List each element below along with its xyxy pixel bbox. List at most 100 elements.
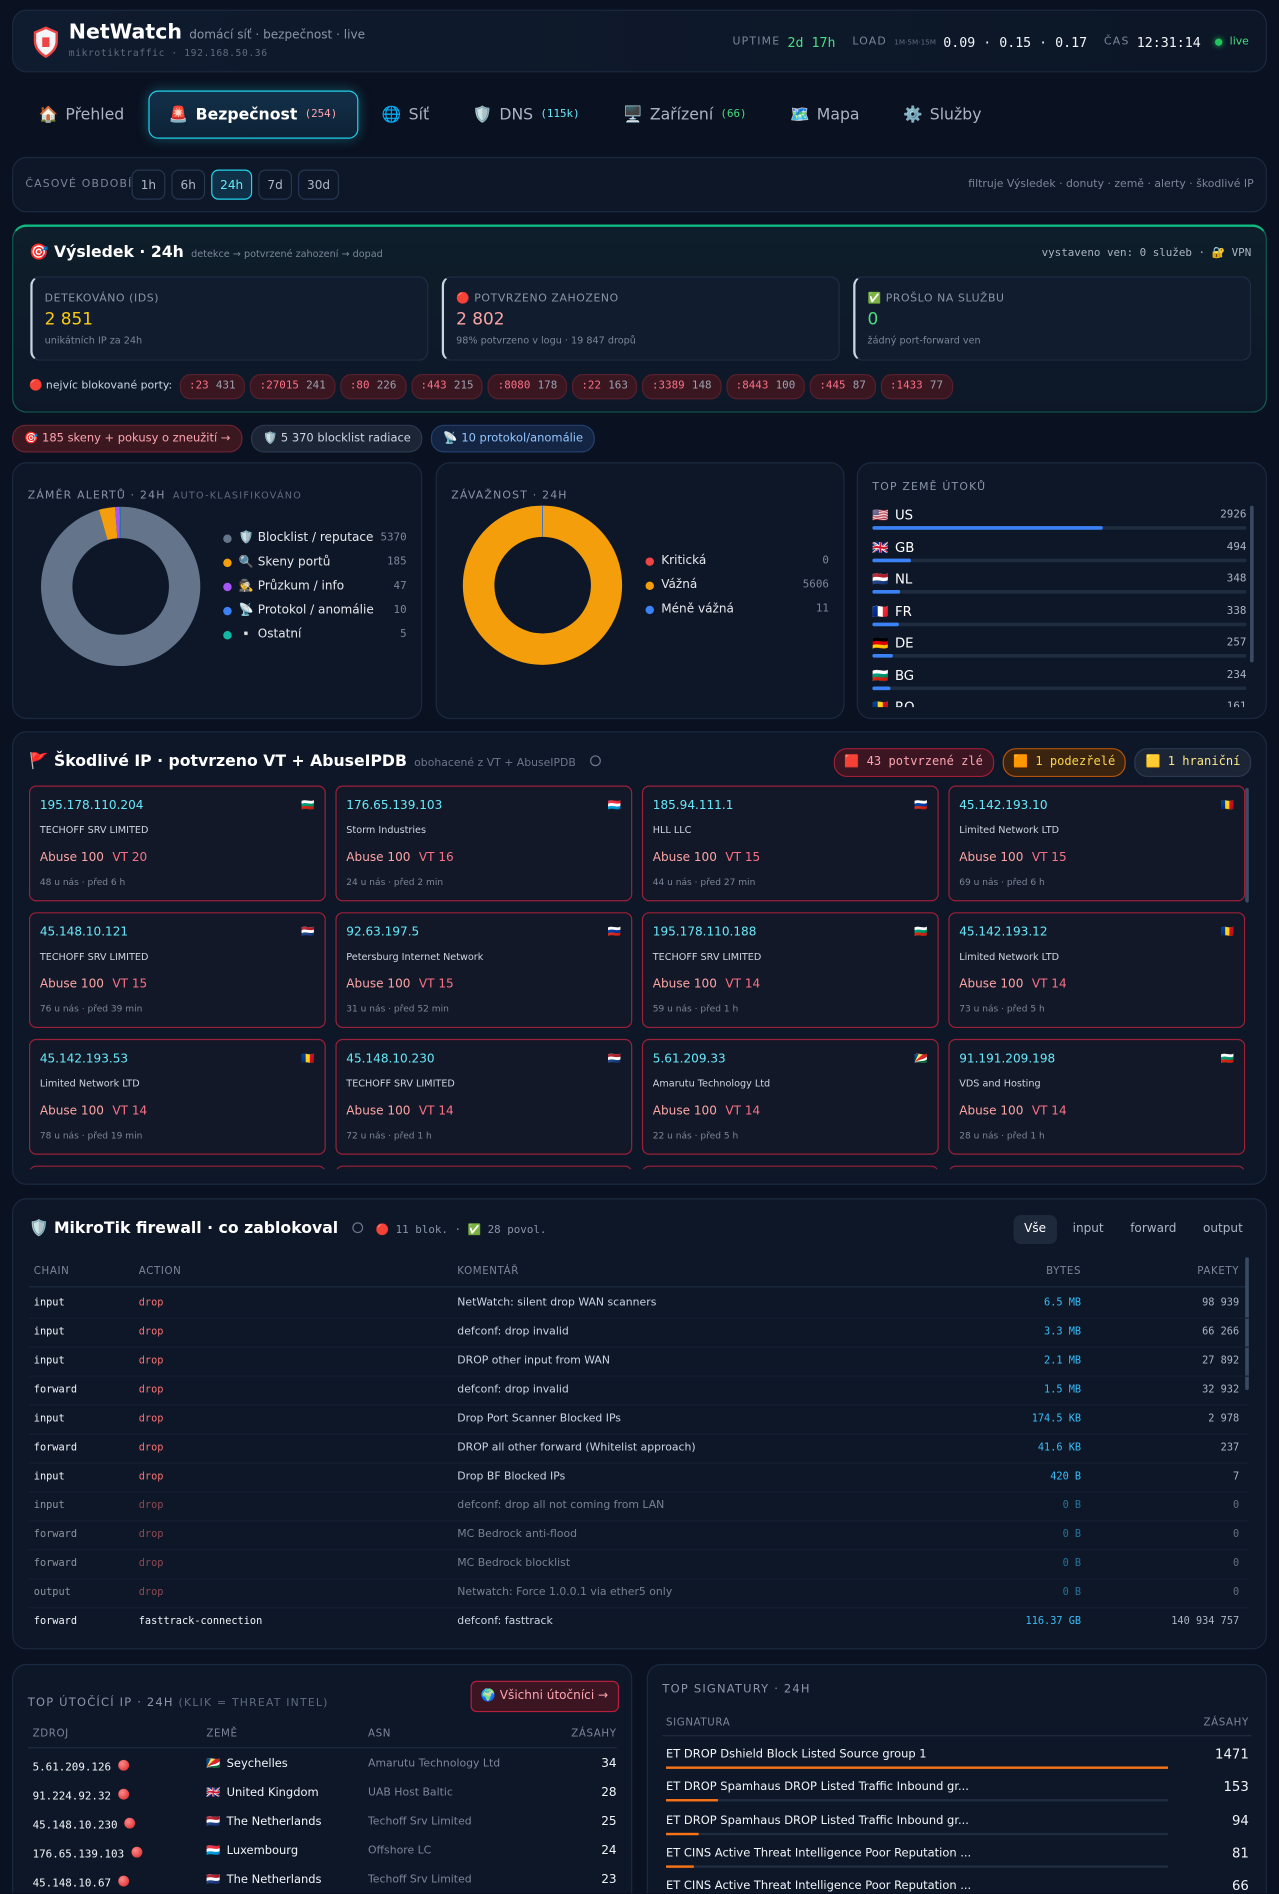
country-flag: 🇩🇪 <box>872 635 889 651</box>
comment: defconf: fasttrack <box>457 1615 553 1628</box>
ports-label: 🔴 nejvíc blokované porty: <box>28 380 173 393</box>
tab[interactable]: 🌐 Síť <box>363 90 449 138</box>
attacker-ip[interactable]: 176.65.139.103 <box>32 1849 125 1862</box>
period-option[interactable]: 6h <box>171 169 206 200</box>
chain: input <box>33 1355 65 1368</box>
ip-flag: 🇷🇴 <box>1220 799 1235 813</box>
chip[interactable]: 📡 10 protokol/anomálie <box>431 424 596 453</box>
signatures-panel: TOP SIGNATURY · 24H SIGNATURA ZÁSAHY ET DRO… <box>646 1663 1267 1894</box>
attacker-ip[interactable]: 45.148.10.230 <box>32 1820 118 1833</box>
tab-label: Zařízení <box>649 105 714 124</box>
countries-panel: TOP ZEMĚ ÚTOKŮ 🇺🇸 US 2926 🇬🇧 GB 494 🇳🇱 NL 348 🇫🇷 FR… <box>856 462 1267 720</box>
attacker-hits: 34 <box>601 1757 617 1771</box>
legend-value: 5606 <box>802 579 829 592</box>
country-flag: 🇺🇸 <box>872 507 889 524</box>
tab-badge: (254) <box>304 108 338 121</box>
action: drop <box>138 1528 164 1541</box>
comment: Drop BF Blocked IPs <box>457 1470 566 1483</box>
port-pill[interactable]: :23 431 <box>179 373 246 399</box>
chip[interactable]: 🛡️ 5 370 blocklist radiace <box>250 424 423 453</box>
ip-card[interactable]: 195.178.110.204 🇧🇬 TECHOFF SRV LIMITED Abus… <box>28 785 326 902</box>
ip-card[interactable]: 45.142.193.10 🇷🇴 Limited Network LTD Abuse … <box>948 785 1246 902</box>
attacker-country: 🇳🇱 The Netherlands <box>206 1873 321 1886</box>
ip-card[interactable]: 45.148.10.121 🇳🇱 TECHOFF SRV LIMITED Abuse … <box>28 912 326 1029</box>
port-pill[interactable]: :1433 77 <box>880 373 953 399</box>
ip-card[interactable]: 45.142.193.12 🇷🇴 Limited Network LTD Abuse … <box>948 912 1246 1029</box>
period-option[interactable]: 30d <box>298 169 340 200</box>
tab[interactable]: 🚨 Bezpečnost (254) <box>148 90 358 139</box>
packets: 0 <box>1232 1586 1240 1599</box>
ip-seen: 59 u nás · před 1 h <box>652 1003 739 1015</box>
port-pill[interactable]: :3389 148 <box>642 373 722 399</box>
country-bar <box>872 590 900 594</box>
chain: input <box>33 1470 65 1483</box>
filter-button[interactable]: Vše <box>1013 1215 1057 1245</box>
port-pill[interactable]: :22 163 <box>571 373 638 399</box>
signature-bar <box>666 1799 719 1802</box>
ip-card[interactable]: 91.191.209.198 🇧🇬 VDS and Hosting Abuse 100… <box>948 1038 1246 1155</box>
port-count: 178 <box>537 380 558 393</box>
malicious-badge[interactable]: 🟥 43 potvrzené zlé <box>833 748 994 778</box>
country-name: 🇳🇱 NL <box>872 571 912 587</box>
column-header: ZEMĚ <box>206 1727 238 1740</box>
ip-flag: 🇸🇨 <box>914 1053 928 1066</box>
port: :27015 <box>259 380 299 393</box>
ip-card[interactable]: 45.148.10.230 🇳🇱 TECHOFF SRV LIMITED Abuse … <box>335 1038 633 1155</box>
attacker-flag: 🇸🇨 <box>206 1757 221 1771</box>
attacker-country-name: Seychelles <box>226 1757 288 1771</box>
filter-button[interactable]: output <box>1202 1222 1243 1236</box>
port: :1433 <box>889 380 923 393</box>
ip-card[interactable]: 195.178.110.188 🇧🇬 TECHOFF SRV LIMITED Abus… <box>641 912 939 1029</box>
malicious-badge[interactable]: 🟨 1 hraniční <box>1134 748 1252 778</box>
ip-card[interactable]: 176.65.139.103 🇱🇺 Storm Industries Abuse 10… <box>335 785 633 902</box>
port-pill[interactable]: :443 215 <box>410 373 484 399</box>
comment: DROP all other forward (Whitelist approa… <box>457 1441 696 1454</box>
vt-score: VT 14 <box>112 1104 148 1118</box>
port-pill[interactable]: :445 87 <box>809 373 876 399</box>
attackers-title-row: TOP ÚTOČÍCÍ IP · 24H (KLIK = THREAT INTEL… <box>28 1688 329 1711</box>
period-option[interactable]: 7d <box>258 169 292 200</box>
tab[interactable]: ⚙️ Služby <box>884 90 1001 138</box>
tab[interactable]: 🗺️ Mapa <box>771 90 879 138</box>
filter-button[interactable]: input <box>1072 1222 1104 1236</box>
period-option[interactable]: 24h <box>211 169 253 200</box>
port-pill[interactable]: :8080 178 <box>488 373 567 399</box>
port-pill[interactable]: :27015 241 <box>250 373 336 399</box>
column-header: ZDROJ <box>32 1727 69 1740</box>
header-title-row: NetWatch domácí síť · bezpečnost · live <box>69 21 365 45</box>
tab-icon: 🌐 <box>381 105 402 124</box>
column-header: ZÁSAHY <box>571 1727 617 1740</box>
all-attackers-button[interactable]: 🌍 Všichni útočníci → <box>470 1680 619 1713</box>
comment: Netwatch: Force 1.0.0.1 via ether5 only <box>457 1586 673 1599</box>
ip-seen: 69 u nás · před 6 h <box>959 876 1045 888</box>
ip-card[interactable]: 45.142.193.53 🇷🇴 Limited Network LTD Abuse … <box>28 1038 326 1155</box>
abuse-score: Abuse 100 <box>959 851 1024 865</box>
chip[interactable]: 🎯 185 skeny + pokusy o zneužití → <box>12 424 243 453</box>
attacker-ip[interactable]: 91.224.92.32 <box>32 1791 112 1804</box>
tab[interactable]: 🛡️ DNS (115k) <box>453 90 599 138</box>
port-pill[interactable]: :80 226 <box>340 373 407 399</box>
port-pill[interactable]: :8443 100 <box>726 373 805 399</box>
ip-card[interactable]: 92.63.197.5 🇷🇺 Petersburg Internet Network… <box>335 912 633 1029</box>
attacker-ip[interactable]: 45.148.10.67 <box>32 1878 112 1891</box>
live-dot <box>1215 38 1223 46</box>
tab-icon: 🖥️ <box>623 105 643 124</box>
result-card-value: 0 <box>867 310 879 330</box>
tab[interactable]: 🖥️ Zařízení (66) <box>604 90 766 138</box>
ip-scores: Abuse 100 VT 15 <box>959 851 1066 864</box>
ip-scores: Abuse 100 VT 14 <box>959 1105 1066 1118</box>
malicious-badge[interactable]: 🟧 1 podezřelé <box>1002 748 1127 778</box>
load-sub: 1M·5M·15M <box>894 38 937 47</box>
tab[interactable]: 🏠 Přehled <box>19 90 143 138</box>
ip-card[interactable]: 5.61.209.33 🇸🇨 Amarutu Technology Ltd Abuse… <box>641 1038 939 1155</box>
ip-seen: 78 u nás · před 19 min <box>39 1129 143 1141</box>
period-option[interactable]: 1h <box>131 169 166 200</box>
abuse-score: Abuse 100 <box>346 851 411 865</box>
column-header: CHAIN <box>33 1265 70 1278</box>
column-header: ZÁSAHY <box>1203 1716 1249 1730</box>
attacker-ip[interactable]: 5.61.209.126 <box>32 1762 112 1775</box>
ip-scores: Abuse 100 VT 15 <box>653 851 760 864</box>
filter-button[interactable]: forward <box>1130 1222 1177 1236</box>
bytes: 0 B <box>1062 1499 1082 1512</box>
ip-card[interactable]: 185.94.111.1 🇷🇺 HLL LLC Abuse 100 VT 15 44 u … <box>641 785 939 902</box>
